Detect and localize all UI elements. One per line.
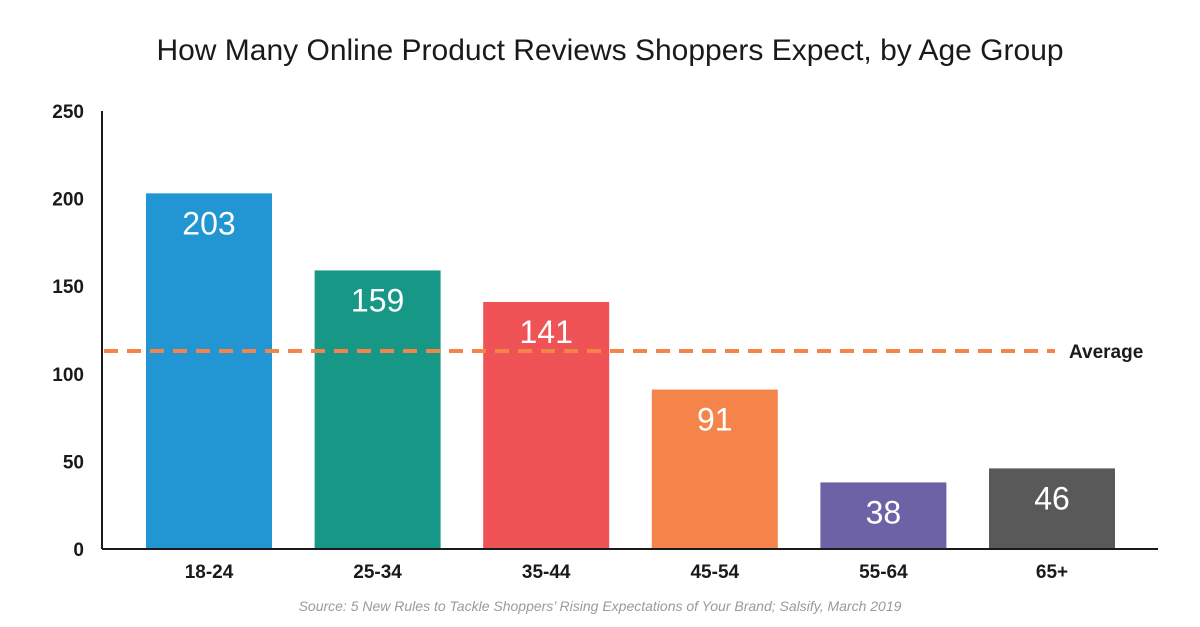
- chart-title: How Many Online Product Reviews Shoppers…: [156, 34, 1063, 67]
- y-tick-label: 0: [73, 540, 84, 561]
- bar: [989, 468, 1115, 549]
- bar: [651, 389, 778, 549]
- y-tick-label: 100: [52, 365, 84, 386]
- y-tick-label: 150: [52, 277, 84, 298]
- bar: [314, 270, 441, 549]
- bar-value-label: 38: [866, 494, 902, 530]
- bars-group: [146, 193, 1115, 549]
- average-label: Average: [1069, 342, 1143, 363]
- y-tick-label: 200: [52, 190, 84, 211]
- bar-value-label: 46: [1034, 480, 1070, 516]
- bar-value-label: 91: [697, 402, 733, 438]
- bar: [820, 482, 947, 549]
- bar-value-label: 159: [351, 282, 404, 318]
- source-note: Source: 5 New Rules to Tackle Shoppers’ …: [299, 598, 902, 614]
- y-tick-label: 50: [63, 452, 84, 473]
- bar: [146, 193, 272, 549]
- y-tick-label: 250: [52, 102, 84, 123]
- x-tick-label: 18-24: [185, 562, 234, 583]
- x-tick-label: 35-44: [522, 562, 571, 583]
- x-tick-label: 55-64: [859, 562, 908, 583]
- y-axis-ticks: 0 50 100 150 200 250: [52, 102, 84, 561]
- x-tick-label: 45-54: [690, 562, 739, 583]
- x-axis-labels: 18-24 25-34 35-44 45-54 55-64 65+: [185, 562, 1068, 583]
- bar-value-label: 203: [182, 205, 235, 241]
- data-labels-group: 203 159 141 91 38 46: [182, 205, 1069, 530]
- x-tick-label: 65+: [1036, 562, 1068, 583]
- bar: [483, 301, 610, 549]
- x-tick-label: 25-34: [353, 562, 402, 583]
- bar-value-label: 141: [520, 314, 573, 350]
